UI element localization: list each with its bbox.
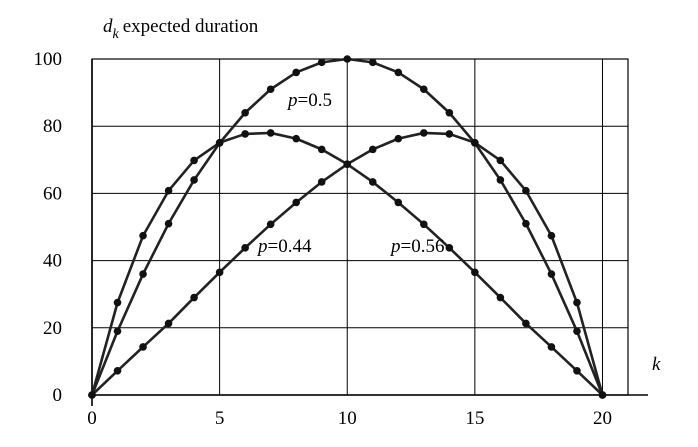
data-point [164, 319, 173, 328]
data-point [445, 244, 454, 252]
axes [91, 58, 648, 406]
data-point [190, 156, 198, 165]
data-point [215, 138, 224, 147]
data-point [522, 319, 530, 328]
x-tick-label: 15 [465, 408, 484, 429]
y-tick-label: 0 [53, 385, 63, 406]
x-axis-label: k [652, 354, 661, 375]
data-point [164, 186, 173, 195]
series-label-value: =0.44 [268, 236, 312, 257]
data-point [139, 231, 147, 240]
series-label-value: =0.5 [298, 90, 332, 111]
data-point [215, 268, 224, 277]
y-tick-label: 60 [43, 183, 62, 204]
y-axis-label-text: expected duration [123, 16, 259, 37]
data-point [113, 367, 122, 375]
data-point [471, 268, 479, 277]
data-point [317, 58, 326, 67]
data-point [292, 134, 300, 143]
data-point [292, 68, 300, 77]
data-point [139, 343, 147, 351]
data-point [420, 129, 428, 137]
data-point [241, 108, 249, 117]
data-point [241, 244, 249, 252]
y-axis-label-var: d [103, 16, 113, 37]
data-point [113, 327, 122, 335]
data-point [420, 220, 428, 229]
data-point [343, 55, 352, 63]
data-point [445, 130, 454, 138]
data-point [113, 298, 122, 307]
series-label-p-0.5: p=0.5 [286, 90, 332, 111]
x-tick-label: 5 [215, 408, 225, 429]
data-point [394, 68, 403, 77]
data-point [394, 198, 403, 207]
series-label-p-0.56: p=0.56 [389, 236, 444, 257]
y-tick-label: 40 [43, 251, 62, 272]
data-point [598, 391, 607, 399]
series-points [88, 55, 607, 399]
series-label-var: p [286, 90, 298, 111]
y-axis-label: dk expected duration [103, 16, 259, 42]
data-point [139, 270, 147, 278]
data-point [547, 231, 556, 240]
data-point [190, 293, 198, 302]
x-tick-label: 0 [87, 408, 97, 429]
data-point [522, 186, 530, 195]
data-point [573, 327, 581, 335]
data-point [471, 138, 479, 147]
y-tick-label: 80 [43, 116, 62, 137]
data-point [368, 58, 377, 67]
y-axis-label-sub: k [113, 27, 120, 42]
data-point [547, 270, 556, 278]
series-label-p-0.44: p=0.44 [256, 236, 312, 257]
data-point [292, 198, 300, 207]
data-point [88, 391, 96, 399]
data-point [317, 145, 326, 154]
data-point [266, 220, 275, 229]
data-point [522, 219, 530, 228]
data-point [266, 129, 275, 137]
x-tick-label: 10 [338, 408, 357, 429]
data-point [266, 85, 275, 94]
data-point [496, 176, 505, 184]
data-point [573, 298, 581, 307]
data-point [394, 134, 403, 143]
data-point [420, 85, 428, 94]
data-point [343, 160, 352, 168]
series-label-var: p [256, 236, 268, 257]
data-point [496, 156, 505, 165]
data-point [368, 145, 377, 154]
x-tick-label: 20 [593, 408, 612, 429]
data-point [190, 176, 198, 184]
data-point [317, 178, 326, 186]
data-point [496, 293, 505, 302]
y-tick-label: 20 [43, 318, 62, 339]
data-point [241, 130, 249, 138]
series-label-value: =0.56 [401, 236, 445, 257]
series-label-var: p [389, 236, 401, 257]
data-point [164, 219, 173, 228]
data-point [547, 343, 556, 351]
tick-labels: 0 5 10 15 20 0 20 40 60 80 100 [34, 49, 612, 429]
data-point [368, 178, 377, 186]
data-point [445, 108, 454, 117]
data-point [573, 367, 581, 375]
y-tick-label: 100 [34, 49, 63, 70]
